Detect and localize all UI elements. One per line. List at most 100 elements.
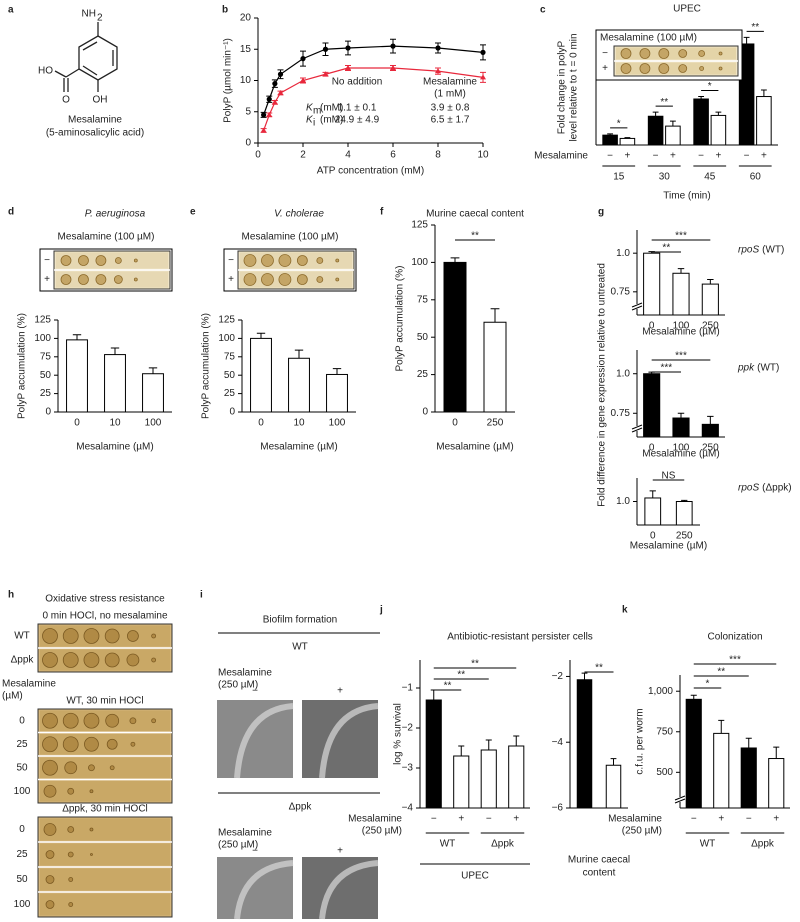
group-label: Δppk (491, 839, 515, 850)
spot (68, 877, 74, 882)
x-axis-label: Mesalamine (µM) (260, 442, 337, 453)
significance-label: *** (660, 363, 672, 374)
spot (261, 273, 274, 286)
plate-strip (40, 734, 170, 755)
panel-letter: j (379, 605, 383, 616)
spot (129, 717, 137, 725)
point (322, 71, 329, 77)
y-tick-label: 25 (417, 369, 429, 380)
x-axis-label: Mesalamine (µM) (642, 327, 719, 338)
x-tick-label: 0 (650, 531, 656, 542)
y-tick-label: 125 (34, 315, 51, 326)
axis-break (674, 795, 686, 801)
spot (106, 738, 118, 750)
significance-label: ** (457, 670, 465, 681)
spot (95, 274, 107, 285)
spot (42, 712, 58, 729)
spot (45, 850, 55, 859)
spot (109, 765, 115, 771)
y-tick-label: 100 (411, 257, 428, 268)
treatment-sign: + (337, 686, 343, 697)
y-tick-label: −4 (552, 737, 564, 748)
chart-title: P. aeruginosa (85, 209, 146, 220)
panel-letter: k (622, 605, 628, 616)
point (277, 71, 284, 77)
x-tick-label: 0 (74, 418, 80, 429)
bar (142, 373, 164, 413)
x-tick-label: 6 (390, 150, 396, 161)
error-bar (743, 36, 750, 44)
spot (718, 51, 723, 56)
plate-label: Mesalamine (100 µM) (242, 232, 339, 243)
gene-name: rpoS (738, 245, 759, 256)
atom: O (62, 95, 70, 106)
chart-title: Antibiotic-resistant persister cells (447, 632, 593, 643)
bar (756, 96, 772, 146)
error-bar (332, 368, 342, 375)
group-label: WT (440, 839, 456, 850)
error-bar (72, 334, 82, 340)
point (345, 65, 351, 70)
x-axis-label: Murine caecal (568, 855, 630, 866)
spot (42, 652, 58, 668)
spot (84, 736, 99, 752)
row-label: (250 µM) (362, 826, 402, 837)
treatment-label: (250 µM) (218, 680, 258, 691)
y-tick-label: 0 (45, 407, 51, 418)
bar (738, 43, 755, 146)
y-tick-label: 1,000 (648, 686, 673, 697)
symbol: K (306, 115, 314, 126)
x-tick-label: + (513, 814, 519, 825)
treatment-label: Mesalamine (218, 668, 272, 679)
plate-strip (56, 252, 168, 269)
fit-line (263, 45, 484, 116)
error-bar (715, 111, 722, 116)
unit: (mM) (320, 115, 343, 126)
axis-break (631, 424, 643, 430)
row-label: 0 (19, 715, 25, 726)
y-tick-label: 75 (417, 294, 429, 305)
spot (114, 257, 122, 264)
spot (89, 789, 94, 794)
error-bar (760, 89, 767, 97)
bar (250, 337, 272, 413)
spot (278, 273, 292, 286)
x-tick-label: 250 (676, 531, 693, 542)
x-tick-label: + (718, 814, 724, 825)
row-tick: + (761, 151, 767, 162)
plate-title: WT, 30 min HOCl (66, 696, 143, 707)
point (345, 45, 351, 51)
point (260, 127, 267, 133)
x-tick-label: 250 (702, 443, 719, 454)
spot (60, 274, 72, 285)
x-tick-label: + (773, 814, 779, 825)
spot (658, 63, 670, 74)
atom: HO (38, 66, 53, 77)
spot (90, 853, 93, 856)
spot (678, 49, 688, 58)
bond (82, 65, 98, 76)
y-axis-label: PolyP (µmol min⁻¹) (223, 38, 234, 123)
x-tick-label: 10 (293, 418, 305, 429)
error-bar (610, 758, 617, 766)
plate-label: Mesalamine (100 µM) (600, 33, 697, 44)
significance-label: ** (717, 667, 725, 678)
error-bar (718, 719, 725, 734)
row-label: 25 (16, 739, 28, 750)
x-tick-label: 0 (255, 150, 261, 161)
spot (335, 258, 340, 263)
spot (67, 787, 75, 795)
x-tick-label: 15 (613, 172, 625, 183)
row-label: 100 (14, 899, 31, 910)
bar (665, 125, 681, 146)
y-axis-label: PolyP accumulation (%) (201, 313, 212, 419)
y-tick-label: 75 (224, 351, 236, 362)
spot (335, 277, 340, 282)
row-label: 100 (14, 786, 31, 797)
gene-name: ppk (737, 363, 755, 374)
axis-break (631, 302, 643, 308)
x-tick-label: − (746, 814, 752, 825)
plate-strip (40, 710, 170, 731)
y-tick-label: 50 (40, 370, 52, 381)
panel-letter: h (8, 590, 14, 601)
